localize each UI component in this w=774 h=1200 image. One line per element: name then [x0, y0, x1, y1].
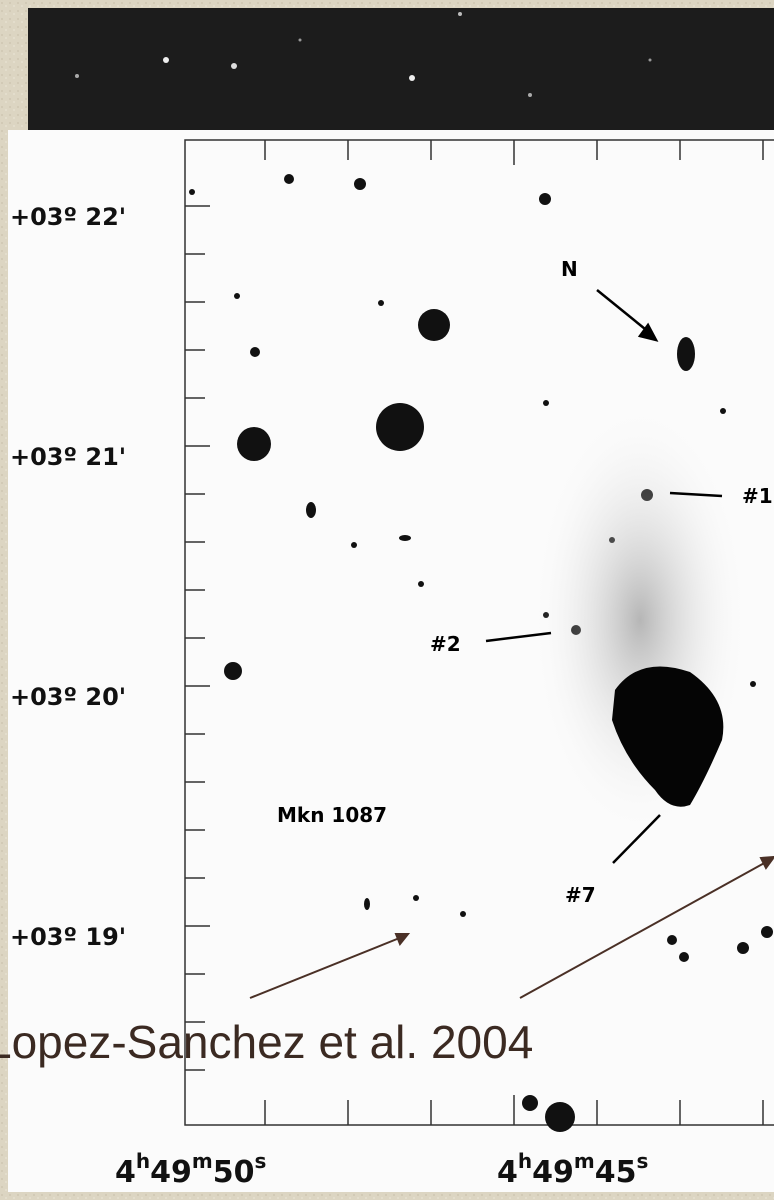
ra-part: m — [192, 1149, 213, 1173]
dec-label: +03º 22' — [10, 203, 126, 231]
galaxy — [530, 400, 750, 840]
ra-part: s — [254, 1149, 266, 1173]
ra-part: s — [636, 1149, 648, 1173]
annotation: #1 — [742, 484, 773, 508]
ra-part: m — [574, 1149, 595, 1173]
annotation: Mkn 1087 — [277, 803, 387, 827]
ra-label: 4h49m45s — [497, 1149, 648, 1190]
ra-part: 4 — [497, 1155, 518, 1190]
dec-label: +03º 21' — [10, 443, 126, 471]
pointers — [485, 289, 723, 864]
star-strip — [28, 8, 774, 134]
ra-part: h — [518, 1149, 532, 1173]
stars — [189, 174, 773, 1132]
ra-part: 45 — [595, 1155, 637, 1190]
annotation: #7 — [565, 883, 596, 907]
caption: Lopez-Sanchez et al. 2004 — [0, 1016, 533, 1068]
annotation: #2 — [430, 632, 461, 656]
sky-image: N #1 #2 Mkn 1087 #7 — [8, 130, 774, 1192]
ra-part: 49 — [150, 1155, 192, 1190]
ra-part: 49 — [532, 1155, 574, 1190]
annotation: N — [561, 257, 578, 281]
dec-label: +03º 20' — [10, 683, 126, 711]
ticks — [185, 140, 764, 1125]
ra-part: h — [136, 1149, 150, 1173]
ra-label: 4h49m50s — [115, 1149, 266, 1190]
ra-part: 4 — [115, 1155, 136, 1190]
caption-arrows — [249, 855, 774, 999]
ra-part: 50 — [213, 1155, 255, 1190]
dec-label: +03º 19' — [10, 923, 126, 951]
